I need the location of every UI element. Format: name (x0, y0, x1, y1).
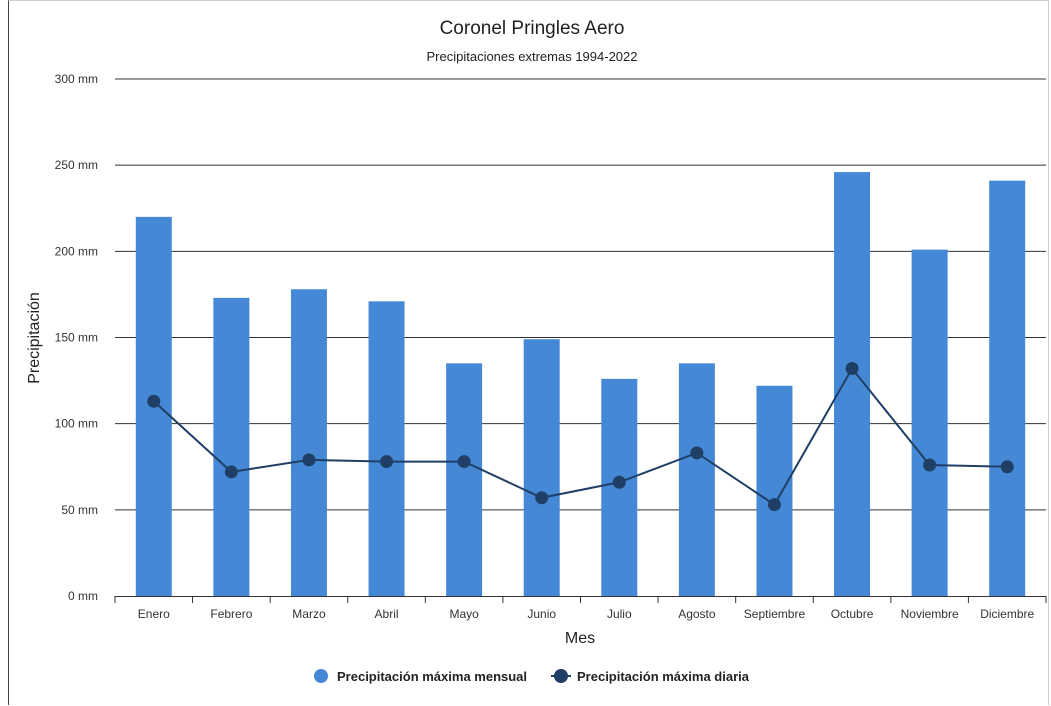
x-axis: Enero Febrero Marzo Abril Mayo Junio Julio Agos… (114, 596, 1047, 621)
y-tick-label: 150 mm (55, 331, 98, 345)
chart-frame (8, 0, 1049, 705)
line-point (1000, 460, 1014, 474)
x-tick-label: Mayo (449, 607, 479, 621)
x-tick-label: Enero (138, 607, 170, 621)
bar (368, 301, 405, 596)
line-point (147, 394, 161, 408)
y-axis-label: Precipitación (26, 292, 43, 384)
line-point (767, 498, 781, 512)
chart-subtitle: Precipitaciones extremas 1994-2022 (426, 49, 637, 64)
x-tick-label: Julio (607, 607, 632, 621)
x-tick-label: Junio (527, 607, 556, 621)
x-tick-label: Agosto (678, 607, 716, 621)
chart-title: Coronel Pringles Aero (440, 18, 625, 39)
line-point (457, 455, 471, 469)
bar-series (135, 172, 1026, 597)
line-point (690, 446, 704, 460)
x-tick-label: Octubre (831, 607, 874, 621)
y-tick-label: 100 mm (55, 417, 98, 431)
bar (446, 363, 483, 596)
bar (911, 249, 948, 597)
line-point (380, 455, 394, 469)
y-tick-label: 250 mm (55, 158, 98, 172)
y-tick-label: 300 mm (55, 72, 98, 86)
line-point (224, 465, 238, 479)
x-tick-label: Diciembre (980, 607, 1034, 621)
bar (523, 339, 560, 596)
y-tick-label: 50 mm (61, 503, 98, 517)
line-path (153, 366, 1008, 507)
legend: Precipitación máxima mensual Precipitació… (314, 669, 750, 684)
line-point (845, 362, 859, 376)
legend-label-bar: Precipitación máxima mensual (337, 669, 527, 684)
line-point (535, 491, 549, 505)
bar (678, 363, 715, 596)
legend-marker-bar (314, 669, 328, 683)
legend-marker-point (554, 669, 568, 683)
bar (290, 289, 327, 596)
legend-label-line: Precipitación máxima diaria (577, 669, 750, 684)
line-point (612, 475, 626, 489)
bar (989, 180, 1026, 596)
x-tick-label: Febrero (210, 607, 252, 621)
line-point (302, 453, 316, 467)
y-tick-label: 200 mm (55, 244, 98, 258)
y-axis-ticks: 0 mm 50 mm 100 mm 150 mm 200 mm 250 mm 300 mm (55, 72, 98, 603)
x-tick-label: Noviembre (901, 607, 959, 621)
bar (756, 385, 793, 596)
gridlines (115, 78, 1046, 511)
x-axis-label: Mes (565, 630, 595, 647)
line-point (923, 458, 937, 472)
y-tick-label: 0 mm (68, 589, 98, 603)
x-tick-label: Marzo (292, 607, 326, 621)
x-tick-label: Septiembre (744, 607, 806, 621)
x-tick-label: Abril (375, 607, 399, 621)
bar (213, 297, 250, 596)
line-series (147, 362, 1014, 512)
